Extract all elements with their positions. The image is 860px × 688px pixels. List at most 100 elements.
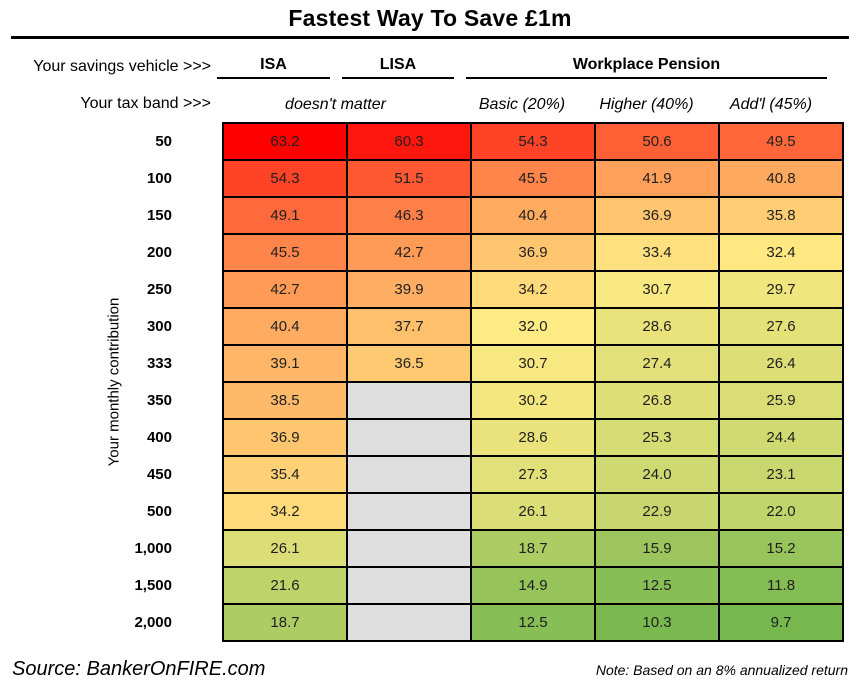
heat-cell: 26.1 — [471, 493, 595, 530]
heat-cell: 37.7 — [347, 308, 471, 345]
heat-cell: 27.4 — [595, 345, 719, 382]
heat-cell: 23.1 — [719, 456, 843, 493]
tax-band-header-row: Your tax band >>> doesn't matter Basic (… — [0, 90, 860, 116]
row-label: 200 — [146, 244, 172, 261]
row-label: 100 — [146, 170, 172, 187]
heat-cell: 50.6 — [595, 123, 719, 160]
heat-cell: 36.5 — [347, 345, 471, 382]
heat-cell: 36.9 — [595, 197, 719, 234]
heat-cell: 25.3 — [595, 419, 719, 456]
row-label: 500 — [146, 503, 172, 520]
column-header-workplace-pension: Workplace Pension — [466, 56, 827, 79]
heat-cell: 12.5 — [595, 567, 719, 604]
heat-cell: 39.9 — [347, 271, 471, 308]
heat-cell: 49.1 — [223, 197, 347, 234]
heat-cell: 54.3 — [223, 160, 347, 197]
heat-cell: 15.2 — [719, 530, 843, 567]
heat-cell: 18.7 — [223, 604, 347, 641]
heat-cell: 34.2 — [223, 493, 347, 530]
heat-cell: 14.9 — [471, 567, 595, 604]
row-label: 333 — [146, 355, 172, 372]
heat-cell: 11.8 — [719, 567, 843, 604]
heat-cell: 54.3 — [471, 123, 595, 160]
heat-cell: 28.6 — [471, 419, 595, 456]
y-axis-label-wrap: Your monthly contribution — [100, 122, 128, 642]
heat-cell: 63.2 — [223, 123, 347, 160]
heat-cell: 35.4 — [223, 456, 347, 493]
row-label: 150 — [146, 207, 172, 224]
title-rule — [11, 36, 849, 39]
vehicle-header-row: Your savings vehicle >>> ISA LISA Workpl… — [0, 51, 860, 79]
heat-cell: 36.9 — [223, 419, 347, 456]
heat-cell: 38.5 — [223, 382, 347, 419]
footer: Source: BankerOnFIRE.com Note: Based on … — [12, 658, 848, 681]
heat-cell: 45.5 — [471, 160, 595, 197]
heat-cell: 21.6 — [223, 567, 347, 604]
heat-cell: 24.0 — [595, 456, 719, 493]
row-label: 350 — [146, 392, 172, 409]
heat-cell: 60.3 — [347, 123, 471, 160]
tax-band-higher: Higher (40%) — [599, 96, 694, 113]
row-label: 50 — [155, 133, 172, 150]
heat-cell: 42.7 — [223, 271, 347, 308]
row-label: 300 — [146, 318, 172, 335]
tax-band-additional: Add'l (45%) — [729, 96, 813, 113]
tax-band-header-label: Your tax band >>> — [80, 95, 211, 112]
heat-cell: 45.5 — [223, 234, 347, 271]
heat-cell: 41.9 — [595, 160, 719, 197]
heat-cell: 40.4 — [471, 197, 595, 234]
heat-cell: 12.5 — [471, 604, 595, 641]
heat-cell: 25.9 — [719, 382, 843, 419]
source-text: Source: BankerOnFIRE.com — [12, 658, 266, 680]
heat-cell: 28.6 — [595, 308, 719, 345]
heat-cell: 33.4 — [595, 234, 719, 271]
heat-cell: 27.3 — [471, 456, 595, 493]
vehicle-header-label: Your savings vehicle >>> — [33, 58, 211, 75]
heat-cell: 30.7 — [471, 345, 595, 382]
row-labels-column: 50 100 150 200 250 300 333 350 400 450 500 1,000 1,5… — [128, 122, 172, 642]
heat-cell: 29.7 — [719, 271, 843, 308]
tax-band-basic: Basic (20%) — [478, 96, 566, 113]
heat-cell: 32.0 — [471, 308, 595, 345]
page-title: Fastest Way To Save £1m — [288, 5, 572, 31]
heat-cell: 34.2 — [471, 271, 595, 308]
heat-cell: 24.4 — [719, 419, 843, 456]
heat-cell: 15.9 — [595, 530, 719, 567]
heat-cell: 9.7 — [719, 604, 843, 641]
heat-cell: 27.6 — [719, 308, 843, 345]
empty-cell — [347, 530, 471, 567]
row-label: 400 — [146, 429, 172, 446]
y-axis-label: Your monthly contribution — [105, 297, 123, 467]
heat-cell: 40.8 — [719, 160, 843, 197]
heat-cell: 35.8 — [719, 197, 843, 234]
empty-cell — [347, 419, 471, 456]
heat-cell: 39.1 — [223, 345, 347, 382]
row-label: 1,000 — [134, 540, 172, 557]
heat-cell: 22.0 — [719, 493, 843, 530]
column-header-lisa: LISA — [342, 56, 454, 79]
row-label: 450 — [146, 466, 172, 483]
heat-cell: 22.9 — [595, 493, 719, 530]
row-label: 2,000 — [134, 614, 172, 631]
heat-cell: 36.9 — [471, 234, 595, 271]
note-text: Note: Based on an 8% annualized return — [595, 662, 848, 678]
heat-cell: 42.7 — [347, 234, 471, 271]
heat-cell: 49.5 — [719, 123, 843, 160]
row-label: 250 — [146, 281, 172, 298]
heat-cell: 18.7 — [471, 530, 595, 567]
heat-cell: 51.5 — [347, 160, 471, 197]
heat-cell: 40.4 — [223, 308, 347, 345]
heatmap-grid: 63.2 60.3 54.3 50.6 49.5 54.3 51.5 45.5 41.9 40.8… — [222, 122, 844, 642]
heat-cell: 32.4 — [719, 234, 843, 271]
heat-cell: 30.2 — [471, 382, 595, 419]
heat-cell: 10.3 — [595, 604, 719, 641]
empty-cell — [347, 493, 471, 530]
row-label: 1,500 — [134, 577, 172, 594]
column-header-isa: ISA — [217, 56, 330, 79]
heat-cell: 46.3 — [347, 197, 471, 234]
empty-cell — [347, 456, 471, 493]
heat-cell: 26.4 — [719, 345, 843, 382]
empty-cell — [347, 567, 471, 604]
empty-cell — [347, 382, 471, 419]
